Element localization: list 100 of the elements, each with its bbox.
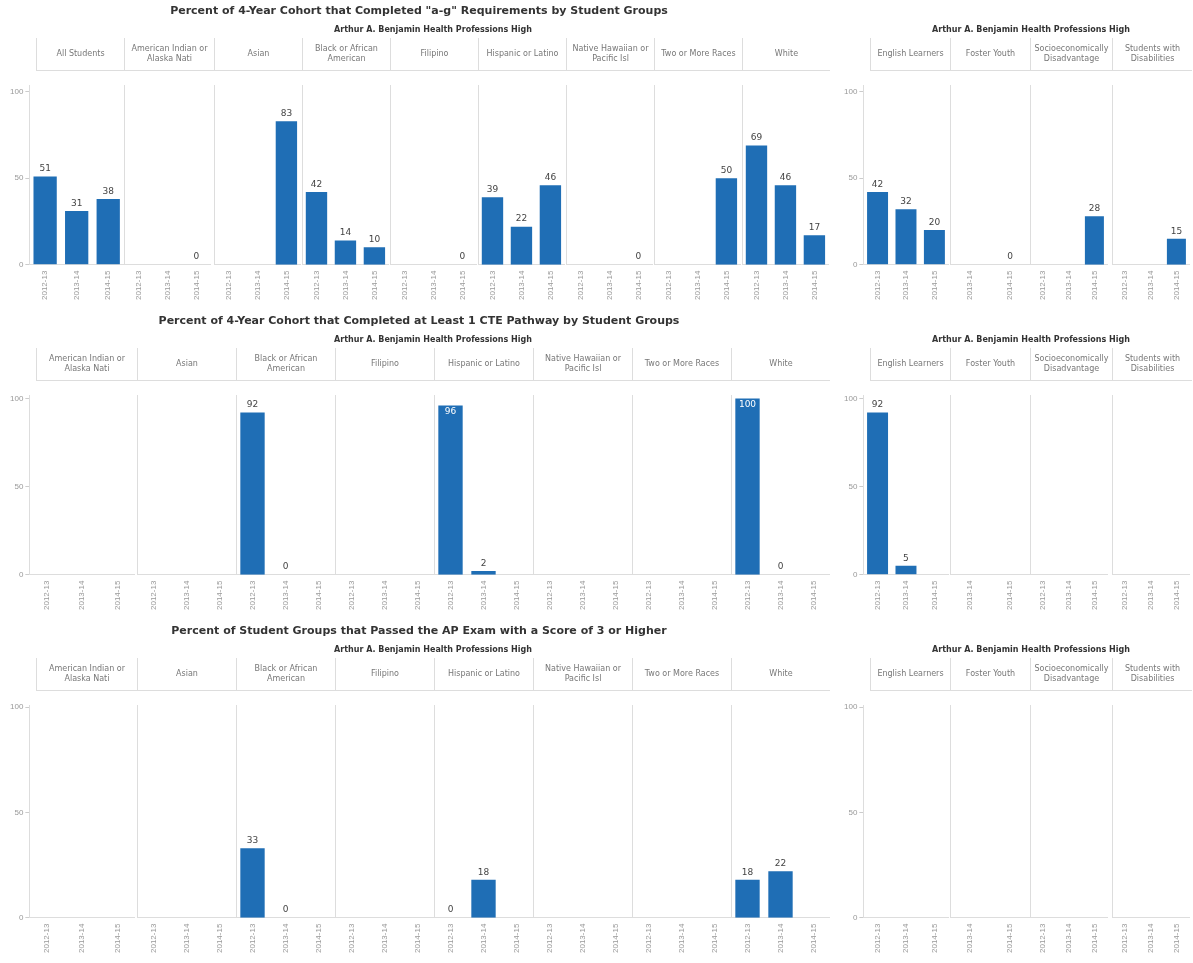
x-tick-label: 2014-15 bbox=[412, 923, 422, 953]
x-tick-label: 2012-13 bbox=[223, 270, 233, 300]
x-tick-label: 2012-13 bbox=[742, 923, 752, 953]
x-tick-label: 2013-14 bbox=[604, 270, 614, 300]
x-tick-label: 2013-14 bbox=[901, 580, 911, 610]
data-label: 50 bbox=[720, 165, 733, 176]
data-label: 100 bbox=[738, 399, 757, 410]
chart-title: Filipino bbox=[335, 658, 434, 691]
bar bbox=[96, 199, 120, 265]
chart-title: Black or African American bbox=[236, 348, 335, 381]
chart-title: English Learners bbox=[870, 38, 950, 71]
data-label: 22 bbox=[515, 213, 528, 224]
chart-title: White bbox=[731, 348, 830, 381]
data-label: 22 bbox=[774, 858, 787, 869]
data-label: 20 bbox=[928, 216, 941, 227]
x-tick-label: 2013-14 bbox=[577, 580, 587, 610]
data-label: 0 bbox=[282, 561, 289, 572]
bar bbox=[65, 211, 89, 265]
x-tick-label: 2014-15 bbox=[103, 270, 113, 300]
chart-title: English Learners bbox=[870, 658, 950, 691]
x-tick-label: 2013-14 bbox=[1063, 580, 1073, 610]
x-tick-label: 2012-13 bbox=[1038, 270, 1048, 300]
x-tick-label: 2014-15 bbox=[709, 923, 719, 953]
text: Arthur A. Benjamin Health Professions High bbox=[333, 334, 533, 346]
x-tick-label: 2013-14 bbox=[516, 270, 526, 300]
chart-title: Asian bbox=[137, 348, 236, 381]
chart-title: Hispanic or Latino bbox=[434, 348, 533, 381]
x-tick-label: 2014-15 bbox=[511, 580, 521, 610]
x-tick-label: 2013-14 bbox=[1145, 580, 1155, 610]
x-tick-label: 2013-14 bbox=[1145, 923, 1155, 953]
x-tick-label: 2012-13 bbox=[42, 923, 52, 953]
x-tick-label: 2014-15 bbox=[313, 923, 323, 953]
data-label: 18 bbox=[741, 866, 754, 877]
x-tick-label: 2014-15 bbox=[1089, 270, 1099, 300]
x-tick-label: 2013-14 bbox=[340, 270, 350, 300]
x-tick-label: 2013-14 bbox=[965, 923, 975, 953]
x-tick-label: 2012-13 bbox=[575, 270, 585, 300]
x-tick-label: 2014-15 bbox=[112, 580, 122, 610]
data-label: 0 bbox=[635, 251, 642, 262]
x-tick-label: 2013-14 bbox=[280, 580, 290, 610]
data-label: 46 bbox=[779, 172, 792, 183]
x-tick-label: 2013-14 bbox=[71, 270, 81, 300]
chart-title: Foster Youth bbox=[950, 38, 1030, 71]
x-tick-label: 2013-14 bbox=[1063, 923, 1073, 953]
x-tick-label: 2014-15 bbox=[545, 270, 555, 300]
chart-title: All Students bbox=[36, 38, 124, 71]
x-tick-label: 2014-15 bbox=[457, 270, 467, 300]
x-tick-label: 2014-15 bbox=[808, 923, 818, 953]
data-label: 17 bbox=[808, 222, 821, 233]
chart-title: White bbox=[742, 38, 830, 71]
text: Percent of Student Groups that Passed the AP Exam with a Score of 3 or Higher bbox=[170, 623, 668, 639]
x-tick-label: 2012-13 bbox=[1120, 270, 1130, 300]
x-tick-label: 2013-14 bbox=[379, 923, 389, 953]
y-tick-label: 50 bbox=[848, 807, 858, 817]
chart-title: Students with Disabilities bbox=[1112, 658, 1192, 691]
y-tick-label: 100 bbox=[843, 393, 858, 403]
x-tick-label: 2013-14 bbox=[428, 270, 438, 300]
chart-title: Students with Disabilities bbox=[1112, 38, 1192, 71]
x-tick-label: 2012-13 bbox=[148, 580, 158, 610]
data-label: 92 bbox=[871, 399, 884, 410]
x-tick-label: 2014-15 bbox=[313, 580, 323, 610]
data-label: 69 bbox=[750, 132, 763, 143]
data-label: 28 bbox=[1088, 203, 1101, 214]
data-label: 42 bbox=[310, 178, 323, 189]
bar bbox=[867, 192, 889, 265]
data-label: 0 bbox=[1007, 251, 1014, 262]
x-tick-label: 2014-15 bbox=[214, 580, 224, 610]
y-tick-label: 50 bbox=[14, 481, 24, 491]
data-label: 0 bbox=[193, 251, 200, 262]
y-tick-label: 100 bbox=[9, 393, 24, 403]
x-tick-label: 2014-15 bbox=[610, 923, 620, 953]
x-tick-label: 2014-15 bbox=[1171, 580, 1181, 610]
x-tick-label: 2013-14 bbox=[478, 580, 488, 610]
x-tick-label: 2012-13 bbox=[643, 580, 653, 610]
x-tick-label: 2012-13 bbox=[247, 923, 257, 953]
bar bbox=[33, 176, 57, 265]
x-tick-label: 2013-14 bbox=[775, 923, 785, 953]
x-tick-label: 2012-13 bbox=[663, 270, 673, 300]
chart-title: Hispanic or Latino bbox=[478, 38, 566, 71]
x-tick-label: 2013-14 bbox=[280, 923, 290, 953]
y-tick-label: 50 bbox=[848, 481, 858, 491]
x-tick-label: 2013-14 bbox=[676, 580, 686, 610]
data-label: 51 bbox=[39, 163, 51, 174]
x-tick-label: 2014-15 bbox=[191, 270, 201, 300]
data-label: 39 bbox=[486, 184, 499, 195]
chart-title: Native Hawaiian or Pacific Isl bbox=[533, 658, 632, 691]
y-tick-label: 0 bbox=[852, 569, 858, 579]
chart-title: Students with Disabilities bbox=[1112, 348, 1192, 381]
x-tick-label: 2014-15 bbox=[929, 580, 939, 610]
x-tick-label: 2012-13 bbox=[40, 270, 50, 300]
chart-title: Foster Youth bbox=[950, 348, 1030, 381]
chart-title: Socioeconomically Disadvantage bbox=[1030, 38, 1112, 71]
chart-title: American Indian or Alaska Nati bbox=[36, 658, 137, 691]
y-tick-label: 100 bbox=[9, 87, 24, 97]
text: Arthur A. Benjamin Health Professions High bbox=[931, 334, 1131, 346]
y-tick-label: 0 bbox=[18, 912, 24, 922]
chart-title: Foster Youth bbox=[950, 658, 1030, 691]
y-tick-label: 0 bbox=[852, 912, 858, 922]
chart-title: Hispanic or Latino bbox=[434, 658, 533, 691]
x-tick-label: 2012-13 bbox=[148, 923, 158, 953]
